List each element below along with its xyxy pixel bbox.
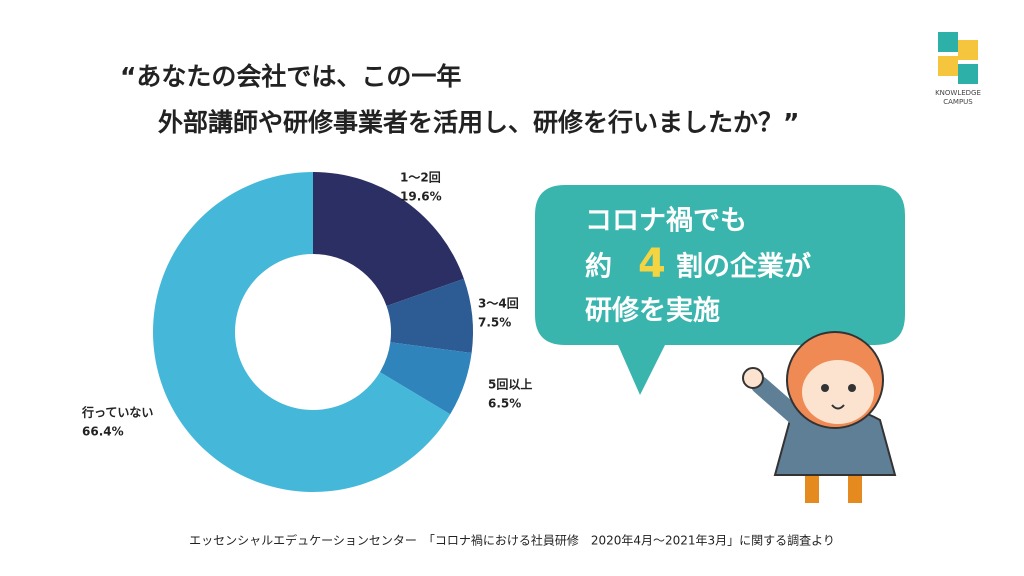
value-label: 6.5% (488, 397, 521, 411)
value-label: 7.5% (478, 316, 511, 330)
logo: KNOWLEDGE CAMPUS (935, 32, 981, 106)
logo-block (938, 56, 958, 76)
donut-segment (153, 172, 451, 492)
callout-number: 4 (638, 241, 666, 287)
title-line: 外部講師や研修事業者を活用し、研修を行いましたか？” (158, 108, 799, 137)
character (742, 331, 897, 503)
donut-segment (313, 172, 464, 307)
value-label: 66.4% (82, 425, 124, 439)
callout-text: コロナ禍でも (585, 206, 747, 237)
donut-segment (379, 342, 472, 415)
donut-segment (386, 278, 473, 354)
callout-text: 割の企業が (676, 251, 811, 283)
hand (742, 367, 764, 389)
source: エッセンシャルエデュケーションセンター 「コロナ禍における社員研修 2020年4… (189, 533, 835, 548)
segment-label: 1〜2回 (400, 171, 441, 185)
title-line: “あなたの会社では、この一年 (120, 62, 461, 91)
logo-text: CAMPUS (943, 98, 973, 106)
eye (848, 384, 856, 392)
arm (751, 376, 809, 429)
logo-block (958, 40, 978, 60)
callout-text: 約 (585, 251, 612, 283)
callout-text: 研修を実施 (585, 295, 720, 327)
segment-label: 行っていない (81, 405, 153, 420)
eye (821, 384, 829, 392)
segment-label: 3〜4回 (478, 297, 519, 311)
logo-block (938, 32, 958, 52)
segment-label: 5回以上 (488, 377, 532, 392)
logo-text: KNOWLEDGE (935, 89, 981, 97)
mouth (831, 404, 845, 410)
logo-block (958, 64, 978, 84)
face (802, 360, 874, 424)
value-label: 19.6% (400, 190, 442, 204)
